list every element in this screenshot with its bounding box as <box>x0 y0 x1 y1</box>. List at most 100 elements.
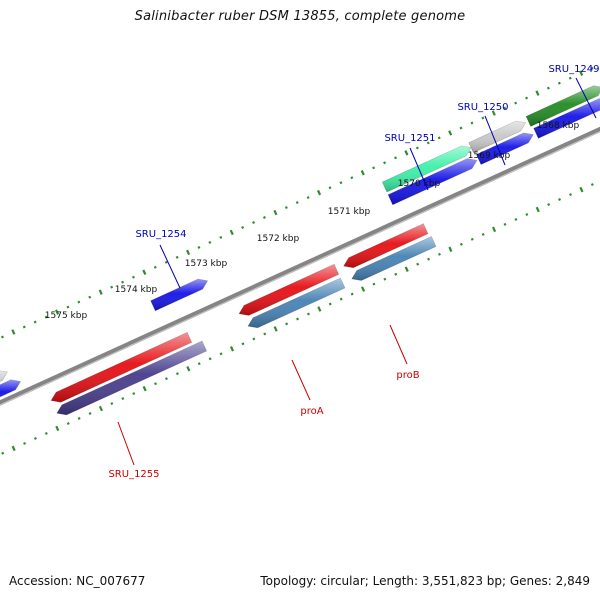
scale-tick-label: 1575 kbp <box>45 311 88 321</box>
scale-tick-label: 1569 kbp <box>468 151 511 161</box>
minor-tick <box>416 262 420 266</box>
major-tick <box>317 306 322 312</box>
minor-tick <box>470 237 474 241</box>
minor-tick <box>131 275 135 279</box>
major-tick <box>186 366 191 372</box>
minor-tick <box>121 397 125 401</box>
gene-shading <box>51 332 192 403</box>
scale-tick-label: 1570 kbp <box>398 179 441 189</box>
major-tick <box>186 249 191 256</box>
gene-label-text: SRU_1249 <box>548 64 599 75</box>
minor-tick <box>568 76 572 80</box>
minor-tick <box>328 186 332 190</box>
gene-label-text: SRU_1255 <box>108 469 159 480</box>
gene-arrow[interactable] <box>0 379 21 407</box>
minor-tick <box>33 436 37 440</box>
leader-line <box>575 77 597 119</box>
major-tick <box>448 246 453 253</box>
minor-tick <box>154 382 158 386</box>
gene-shading <box>0 379 21 397</box>
inner-tick-row <box>1 183 594 455</box>
major-tick <box>317 189 322 196</box>
minor-tick <box>558 198 562 201</box>
major-tick <box>491 226 497 233</box>
minor-tick <box>328 302 332 306</box>
minor-tick <box>296 317 300 321</box>
gene-features <box>0 85 600 416</box>
minor-tick <box>394 272 398 276</box>
minor-tick <box>503 222 507 226</box>
minor-tick <box>197 245 201 249</box>
minor-tick <box>339 297 343 301</box>
major-tick <box>273 326 278 332</box>
gene-shading <box>388 158 477 205</box>
minor-tick <box>252 337 256 341</box>
minor-tick <box>33 320 37 324</box>
gene-shading <box>0 370 8 382</box>
minor-tick <box>175 372 179 376</box>
major-tick <box>535 206 540 213</box>
minor-tick <box>590 66 594 70</box>
minor-tick <box>110 402 114 406</box>
minor-tick <box>252 221 256 224</box>
gene-label-prob: proB <box>389 324 420 381</box>
minor-tick <box>426 141 430 145</box>
gene-shading <box>382 145 472 192</box>
minor-tick <box>437 252 441 256</box>
minor-tick <box>241 226 245 229</box>
minor-tick <box>175 255 179 259</box>
gene-arrow-sru-1254[interactable] <box>150 278 209 312</box>
gene-arrow[interactable] <box>476 132 534 165</box>
gene-label-sru-1250: SRU_1250 <box>457 102 509 166</box>
gene-arrow[interactable] <box>56 340 207 416</box>
major-tick <box>360 170 365 176</box>
leader-line <box>159 244 181 289</box>
minor-tick <box>208 240 212 244</box>
gene-arrow-proa[interactable] <box>238 263 340 316</box>
minor-tick <box>241 342 245 346</box>
minor-tick <box>197 362 201 366</box>
minor-tick <box>514 217 518 221</box>
minor-tick <box>121 280 125 284</box>
major-tick <box>54 309 60 315</box>
gene-label-text: SRU_1251 <box>384 133 435 144</box>
major-tick <box>579 70 584 76</box>
scale-tick-label: 1568 kbp <box>537 121 580 131</box>
minor-tick <box>306 312 310 316</box>
gene-shading <box>56 341 207 415</box>
minor-tick <box>284 206 288 210</box>
gene-shading <box>239 264 339 316</box>
gene-arrow-sru-1255[interactable] <box>50 332 193 403</box>
minor-tick <box>525 96 529 100</box>
gene-arrow-prob[interactable] <box>343 223 429 269</box>
accession-text: Accession: NC_007677 <box>9 574 146 588</box>
minor-tick <box>372 166 376 170</box>
minor-tick <box>153 265 157 269</box>
gene-shading <box>533 98 600 139</box>
minor-tick <box>350 292 354 296</box>
minor-tick <box>262 216 266 219</box>
minor-tick <box>459 126 463 130</box>
minor-tick <box>295 201 299 205</box>
major-tick <box>142 385 147 392</box>
scale-tick-label: 1573 kbp <box>185 259 228 269</box>
leader-line <box>291 359 311 401</box>
major-tick <box>11 329 16 335</box>
gene-arrow-sru-1251[interactable] <box>381 145 472 193</box>
minor-tick <box>88 295 92 299</box>
gene-label-proa: proA <box>291 359 324 417</box>
minor-tick <box>481 116 485 120</box>
gene-arrow[interactable] <box>351 236 437 281</box>
minor-tick <box>77 417 81 420</box>
gene-label-text: SRU_1254 <box>135 229 186 240</box>
minor-tick <box>208 357 212 361</box>
gene-label-text: proA <box>300 406 323 417</box>
minor-tick <box>437 136 441 140</box>
major-tick <box>98 289 103 295</box>
gene-shading <box>150 279 208 311</box>
gene-arrow-sru-1250[interactable] <box>468 120 527 153</box>
gene-arrow[interactable] <box>387 158 478 206</box>
minor-tick <box>23 441 27 445</box>
gene-arrow[interactable] <box>247 277 346 329</box>
gene-arrow[interactable] <box>0 370 8 393</box>
